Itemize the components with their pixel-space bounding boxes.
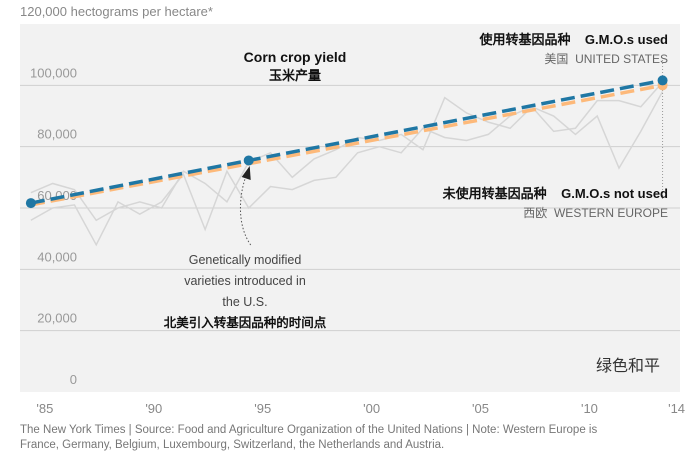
x-tick-label: '90 <box>145 401 162 416</box>
y-tick-label: 60,000 <box>37 188 77 203</box>
y-tick-label: 80,000 <box>37 127 77 142</box>
y-tick-label: 20,000 <box>37 311 77 326</box>
y-tick-label: 40,000 <box>37 249 77 264</box>
chart-title-en: Corn crop yield <box>243 49 347 65</box>
annotation-line: Genetically modified <box>188 253 302 267</box>
annotation-line: the U.S. <box>222 295 268 309</box>
x-tick-label: '14 <box>668 401 685 416</box>
x-tick-label: '10 <box>581 401 598 416</box>
europe-series-name: G.M.O.s not used <box>561 186 668 201</box>
chart-title: Corn crop yield 玉米产量 <box>230 49 360 84</box>
arrowhead-icon <box>241 166 251 180</box>
europe-label: 未使用转基因品种 G.M.O.s not used 西欧 WESTERN EUR… <box>443 183 668 221</box>
x-tick-label: '05 <box>472 401 489 416</box>
watermark: 绿色和平 <box>596 358 661 375</box>
annotation-arrow <box>239 173 252 246</box>
raw-yield-line <box>30 91 664 247</box>
x-tick-label: '95 <box>254 401 271 416</box>
source-note: The New York Times | Source: Food and Ag… <box>20 423 690 453</box>
y-tick-label: 100,000 <box>30 65 77 80</box>
europe-trend-line <box>30 83 663 207</box>
annotation-line: varieties introduced in <box>184 274 306 288</box>
source-line-1: The New York Times | Source: Food and Ag… <box>20 424 598 436</box>
us-data-point <box>657 75 668 86</box>
us-data-point <box>243 155 254 166</box>
source-line-2: France, Germany, Belgium, Luxembourg, Sw… <box>20 439 445 451</box>
us-series-name-cn: 使用转基因品种 <box>479 32 571 47</box>
gmo-annotation: Genetically modified varieties introduce… <box>150 250 340 334</box>
europe-region: WESTERN EUROPE <box>553 206 668 220</box>
y-tick-label: 0 <box>70 372 77 387</box>
y-axis-label: 120,000 hectograms per hectare* <box>20 4 213 19</box>
chart-title-cn: 玉米产量 <box>268 68 321 83</box>
us-label: 使用转基因品种 G.M.O.s used 美国 UNITED STATES <box>479 29 668 67</box>
us-region-cn: 美国 <box>544 52 569 66</box>
x-tick-label: '85 <box>36 401 53 416</box>
x-tick-label: '00 <box>363 401 380 416</box>
us-region: UNITED STATES <box>575 52 668 66</box>
us-data-point <box>25 198 36 209</box>
annotation-cn: 北美引入转基因品种的时间点 <box>163 316 327 330</box>
europe-region-cn: 西欧 <box>523 206 548 220</box>
europe-series-name-cn: 未使用转基因品种 <box>442 186 547 201</box>
us-series-name: G.M.O.s used <box>584 32 668 47</box>
